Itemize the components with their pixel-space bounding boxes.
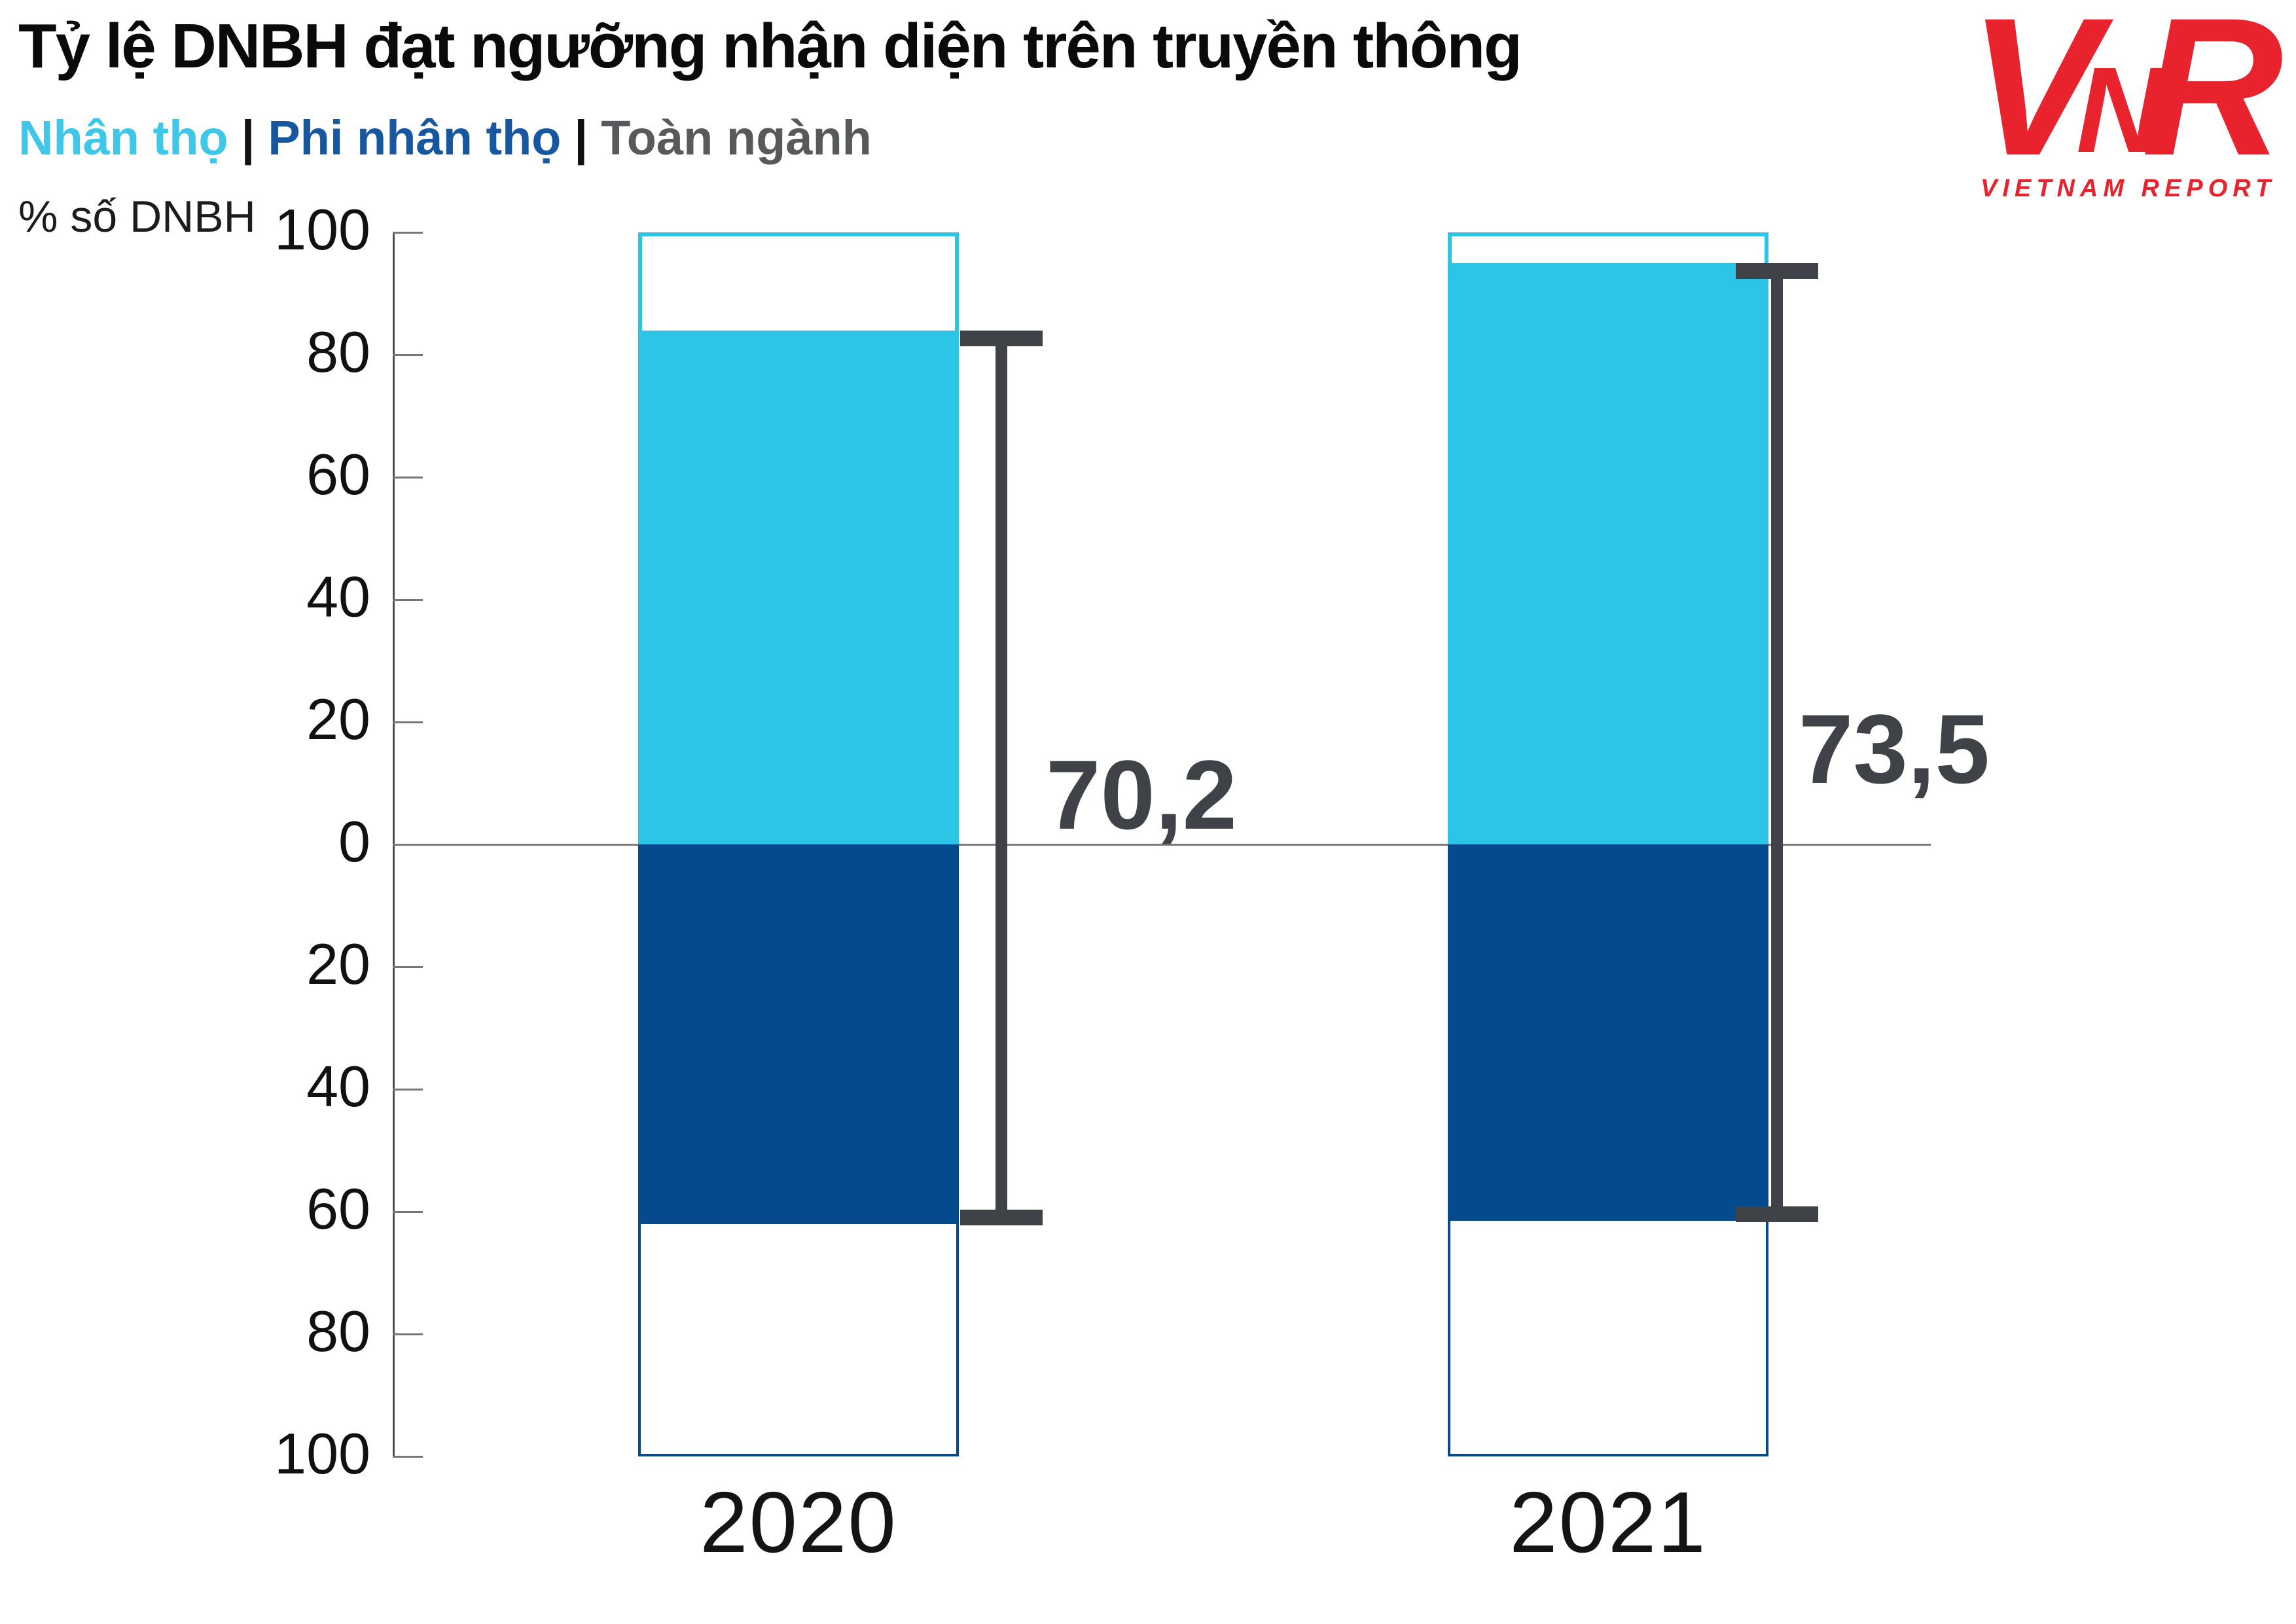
- range-bracket-bottom-cap-2020: [960, 1209, 1043, 1225]
- y-tick-label: 0: [338, 808, 370, 874]
- legend-separator: |: [574, 111, 588, 165]
- y-tick-label: 40: [306, 1053, 370, 1119]
- year-label-2021: 2021: [1509, 1474, 1707, 1570]
- range-bracket-top-cap-2020: [960, 330, 1043, 346]
- logo-wordmark: VIETNAM REPORT: [1981, 175, 2276, 202]
- logo-letter-n: N: [2076, 43, 2166, 178]
- y-tick-mark: [393, 1456, 423, 1458]
- y-tick-mark: [393, 599, 423, 601]
- zero-line: [393, 844, 1931, 846]
- legend-item-2: Phi nhân thọ: [268, 111, 562, 165]
- y-tick-label: 60: [306, 441, 370, 507]
- y-tick-mark: [393, 1333, 423, 1335]
- logo-letter-r: R: [2142, 5, 2284, 196]
- nonlife-bar-2021: [1448, 844, 1768, 1221]
- range-bracket-bottom-cap-2021: [1736, 1206, 1818, 1223]
- y-tick-label: 80: [306, 1298, 370, 1363]
- page-title: Tỷ lệ DNBH đạt ngưỡng nhận diện trên tru…: [18, 11, 1522, 81]
- legend-separator: |: [241, 111, 255, 165]
- nonlife-bar-2020: [638, 844, 959, 1224]
- y-tick-label: 100: [274, 1420, 370, 1486]
- range-bracket-line-2021: [1771, 270, 1783, 1215]
- logo-letter-v: V: [1977, 5, 2116, 196]
- total-value-label-2020: 70,2: [1046, 740, 1237, 850]
- y-axis-unit-label: % số DNBH: [18, 192, 256, 242]
- legend-item-3: Toàn ngành: [601, 111, 872, 165]
- legend: Nhân thọ | Phi nhân thọ | Toàn ngành: [18, 110, 872, 166]
- y-tick-mark: [393, 966, 423, 968]
- y-tick-mark: [393, 354, 423, 356]
- y-tick-label: 40: [306, 564, 370, 629]
- y-tick-label: 20: [306, 931, 370, 996]
- y-tick-mark: [393, 721, 423, 723]
- range-bracket-top-cap-2021: [1736, 262, 1818, 279]
- vnr-logo: V N R VIETNAM REPORT: [1977, 5, 2284, 202]
- legend-item-1: Nhân thọ: [18, 111, 228, 165]
- range-bracket-line-2020: [996, 338, 1007, 1218]
- y-tick-label: 80: [306, 319, 370, 384]
- life-bar-2020: [638, 330, 959, 844]
- y-tick-label: 100: [274, 196, 370, 262]
- y-tick-mark: [393, 1211, 423, 1213]
- life-bar-2021: [1448, 262, 1768, 844]
- y-tick-mark: [393, 1089, 423, 1091]
- y-tick-mark: [393, 477, 423, 478]
- total-value-label-2021: 73,5: [1799, 694, 1990, 804]
- y-tick-mark: [393, 232, 423, 234]
- y-tick-label: 60: [306, 1176, 370, 1241]
- y-tick-label: 20: [306, 686, 370, 751]
- year-label-2020: 2020: [700, 1474, 897, 1570]
